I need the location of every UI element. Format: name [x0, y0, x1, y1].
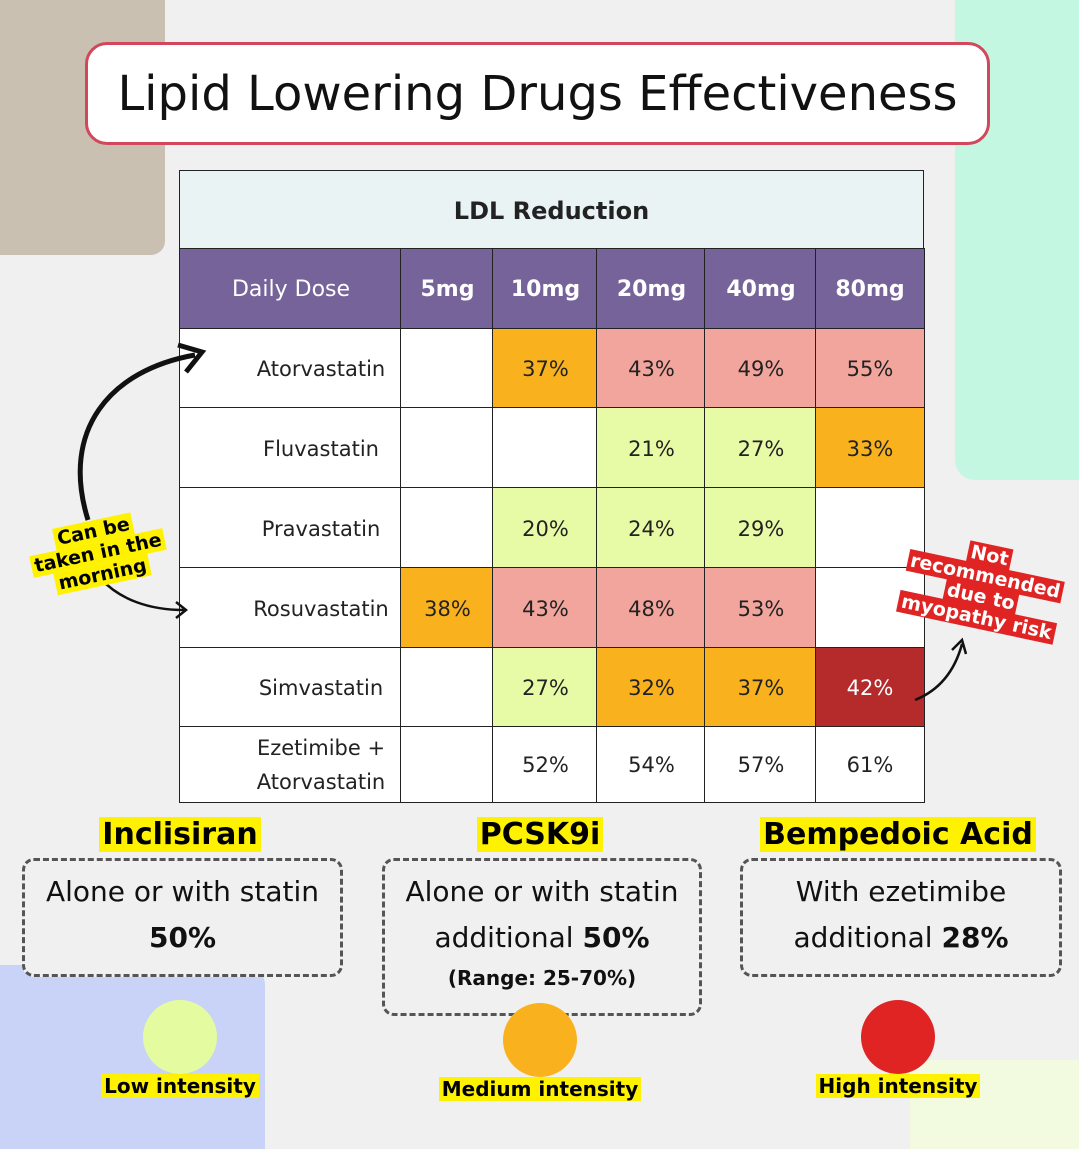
box-note: (Range: 25-70%)	[447, 966, 637, 990]
column-header: 80mg	[815, 248, 925, 331]
legend-swatch	[503, 1003, 577, 1077]
table-caption: LDL Reduction	[179, 170, 924, 251]
value-cell: 43%	[492, 567, 599, 650]
box-title-wrap: Inclisiran	[0, 817, 380, 852]
legend-label-wrap: Medium intensity	[390, 1077, 690, 1101]
title: Lipid Lowering Drugs Effectiveness	[85, 42, 990, 145]
legend-label: Medium intensity	[438, 1077, 642, 1101]
box-line: 50%	[25, 915, 340, 961]
box-line: additional 28%	[743, 915, 1059, 961]
value-cell: 61%	[815, 726, 925, 803]
box-value: 28%	[941, 921, 1009, 954]
value-cell: 37%	[492, 328, 599, 410]
box-line: Alone or with statin	[45, 875, 319, 908]
value-cell: 24%	[596, 487, 707, 570]
value-cell: 27%	[492, 647, 599, 729]
table: LDL Reduction Daily Dose 5mg 10mg 20mg 40mg 80…	[179, 170, 925, 803]
box-prefix: additional	[434, 921, 574, 954]
box-title-wrap: PCSK9i	[340, 817, 740, 852]
box-line: With ezetimibe	[795, 875, 1007, 908]
value-cell	[400, 726, 495, 803]
arrow	[914, 643, 964, 702]
arrowhead	[951, 637, 968, 655]
value-cell	[400, 328, 495, 410]
value-cell: 37%	[704, 647, 818, 729]
info-box: Alone or with statin 50%	[22, 858, 343, 977]
value-cell	[400, 647, 495, 729]
value-cell: 52%	[492, 726, 599, 803]
value-cell: 33%	[815, 407, 925, 490]
legend-label-wrap: High intensity	[748, 1074, 1048, 1098]
arrow	[77, 352, 196, 521]
box-title: PCSK9i	[476, 817, 604, 852]
info-box: Alone or with statin additional 50% (Range:…	[382, 858, 702, 1016]
value-cell: 29%	[704, 487, 818, 570]
legend-label: Low intensity	[101, 1074, 259, 1098]
box-line: additional 50%	[385, 915, 699, 961]
legend-label-wrap: Low intensity	[30, 1074, 330, 1098]
value-cell: 42%	[815, 647, 925, 729]
arrowhead	[177, 342, 207, 374]
value-cell: 57%	[704, 726, 818, 803]
box-title-wrap: Bempedoic Acid	[698, 817, 1079, 852]
legend-swatch	[143, 1000, 217, 1074]
box-prefix: additional	[793, 921, 933, 954]
box-value: 50%	[148, 921, 217, 954]
column-header: 20mg	[596, 248, 707, 331]
value-cell: 54%	[596, 726, 707, 803]
value-cell: 38%	[400, 567, 495, 650]
box-title: Inclisiran	[99, 817, 261, 852]
value-cell: 20%	[492, 487, 599, 570]
box-line: Alone or with statin	[405, 875, 679, 908]
box-title: Bempedoic Acid	[760, 817, 1036, 852]
value-cell: 43%	[596, 328, 707, 410]
box-value: 50%	[582, 921, 650, 954]
value-cell: 55%	[815, 328, 925, 410]
value-cell	[815, 487, 925, 570]
column-header: 40mg	[704, 248, 818, 331]
deco	[0, 965, 265, 1149]
arrowhead	[175, 601, 189, 619]
legend-label: High intensity	[815, 1074, 981, 1098]
legend-swatch	[861, 1000, 935, 1074]
info-box: With ezetimibe additional 28%	[740, 858, 1062, 977]
